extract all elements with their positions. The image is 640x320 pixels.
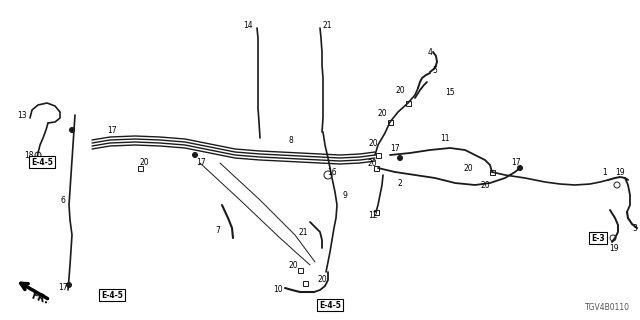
Text: 4: 4 — [428, 47, 433, 57]
Bar — [303, 281, 307, 285]
Text: 20: 20 — [368, 139, 378, 148]
Bar — [298, 268, 303, 273]
Text: E-4-5: E-4-5 — [101, 291, 123, 300]
Text: 20: 20 — [395, 85, 405, 94]
Text: 20: 20 — [463, 164, 473, 172]
Text: E-3: E-3 — [591, 234, 605, 243]
Text: 3: 3 — [632, 223, 637, 233]
Bar — [376, 153, 381, 157]
Circle shape — [193, 153, 198, 157]
Circle shape — [70, 127, 74, 132]
Text: 14: 14 — [243, 20, 253, 29]
Text: 17: 17 — [107, 125, 117, 134]
Text: 13: 13 — [17, 110, 27, 119]
Text: 2: 2 — [397, 179, 403, 188]
Text: 17: 17 — [58, 284, 68, 292]
Text: 11: 11 — [440, 133, 450, 142]
Text: 8: 8 — [289, 135, 293, 145]
Text: TGV4B0110: TGV4B0110 — [585, 303, 630, 312]
Bar — [374, 165, 378, 171]
Text: 16: 16 — [327, 167, 337, 177]
Text: 18: 18 — [24, 150, 34, 159]
Bar — [406, 100, 410, 106]
Text: 20: 20 — [377, 108, 387, 117]
Text: 7: 7 — [216, 226, 220, 235]
Circle shape — [610, 235, 616, 241]
Text: 15: 15 — [445, 87, 455, 97]
Text: 21: 21 — [298, 228, 308, 236]
Text: E-4-5: E-4-5 — [31, 157, 53, 166]
Text: E-4-5: E-4-5 — [319, 300, 341, 309]
Text: FR.: FR. — [30, 290, 50, 306]
Text: 20: 20 — [139, 157, 149, 166]
Circle shape — [67, 283, 72, 287]
Text: 10: 10 — [273, 285, 283, 294]
Text: 9: 9 — [342, 190, 348, 199]
Text: 5: 5 — [433, 66, 437, 75]
Text: 20: 20 — [288, 260, 298, 269]
Text: 6: 6 — [61, 196, 65, 204]
Text: 19: 19 — [609, 244, 619, 252]
Bar — [138, 165, 143, 171]
Text: 19: 19 — [615, 167, 625, 177]
Text: 12: 12 — [368, 211, 378, 220]
Text: 20: 20 — [317, 276, 327, 284]
Circle shape — [397, 156, 403, 161]
Bar — [374, 210, 378, 214]
Circle shape — [518, 165, 522, 171]
Bar — [387, 119, 392, 124]
Text: 20: 20 — [480, 180, 490, 189]
Circle shape — [35, 152, 41, 158]
Text: 21: 21 — [323, 20, 332, 29]
Text: 17: 17 — [511, 157, 521, 166]
Circle shape — [324, 171, 332, 179]
Text: 17: 17 — [196, 157, 206, 166]
Circle shape — [614, 182, 620, 188]
Text: 1: 1 — [603, 167, 607, 177]
Bar — [490, 170, 495, 174]
Text: 17: 17 — [390, 143, 400, 153]
Text: 20: 20 — [367, 158, 377, 167]
